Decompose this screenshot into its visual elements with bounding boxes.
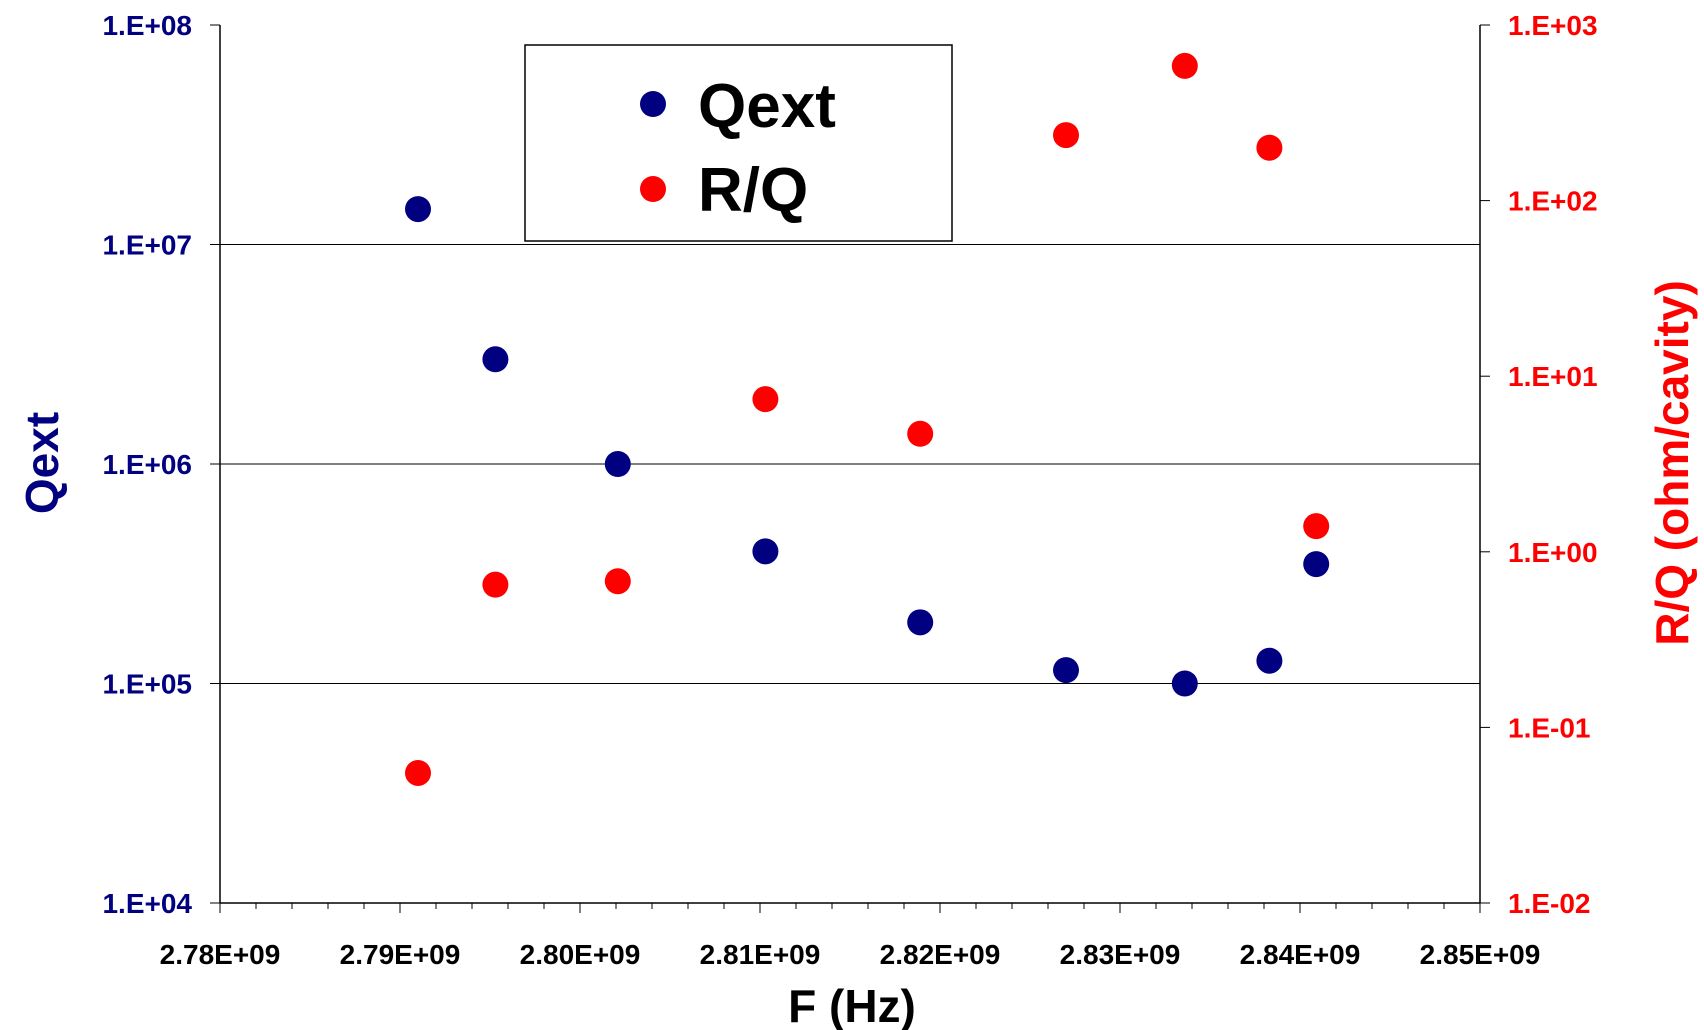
right-y-axis-ticks: 1.E-02 1.E-01 1.E+00 1.E+01 1.E+02 1.E+03 <box>1480 10 1598 919</box>
legend-label-qext: Qext <box>698 72 836 141</box>
x-tick-label: 2.85E+09 <box>1420 939 1541 970</box>
left-y-axis-ticks: 1.E+04 1.E+05 1.E+06 1.E+07 1.E+08 <box>102 10 220 919</box>
rq-point <box>1303 513 1330 540</box>
rq-point <box>1171 52 1198 79</box>
x-tick-label: 2.79E+09 <box>340 939 461 970</box>
qext-point <box>482 346 509 373</box>
legend-box <box>524 44 953 242</box>
qext-point <box>1053 657 1079 684</box>
qext-point <box>1171 670 1198 697</box>
left-y-tick-label: 1.E+04 <box>102 888 192 919</box>
right-y-tick-label: 1.E+01 <box>1508 361 1598 392</box>
rq-point <box>1053 122 1079 149</box>
left-y-tick-label: 1.E+05 <box>102 669 192 700</box>
qext-point <box>405 196 431 223</box>
rq-point <box>752 386 779 413</box>
qext-point <box>907 609 934 636</box>
right-y-tick-label: 1.E+03 <box>1508 10 1598 41</box>
x-tick-label: 2.78E+09 <box>160 939 281 970</box>
right-y-tick-label: 1.E+02 <box>1508 186 1598 217</box>
qext-point <box>604 451 631 477</box>
rq-point <box>604 568 631 595</box>
left-y-tick-label: 1.E+08 <box>102 10 192 41</box>
x-tick-label: 2.81E+09 <box>700 939 821 970</box>
right-y-tick-label: 1.E+00 <box>1508 537 1598 568</box>
legend-marker-qext <box>640 91 666 117</box>
qext-point <box>1303 551 1330 578</box>
x-tick-label: 2.83E+09 <box>1060 939 1181 970</box>
data-points <box>405 52 1330 786</box>
left-y-tick-label: 1.E+06 <box>102 449 192 480</box>
rq-point <box>405 759 431 786</box>
x-tick-label: 2.82E+09 <box>880 939 1001 970</box>
x-axis-title: F (Hz) <box>788 980 916 1030</box>
left-y-axis-title: Qext <box>16 412 68 514</box>
right-y-tick-label: 1.E-01 <box>1508 712 1591 743</box>
legend: Qext R/Q <box>524 44 953 242</box>
qext-point <box>1256 647 1283 674</box>
legend-label-rq: R/Q <box>698 156 808 225</box>
rq-point <box>482 571 509 598</box>
x-axis-ticks: 2.78E+09 2.79E+09 2.80E+09 2.81E+09 2.82E+09… <box>160 903 1541 970</box>
right-y-axis-title: R/Q (ohm/cavity) <box>1646 280 1698 646</box>
rq-point <box>1256 134 1283 161</box>
legend-marker-rq <box>640 176 666 202</box>
qext-point <box>752 538 779 565</box>
gridlines <box>220 244 1480 684</box>
right-y-tick-label: 1.E-02 <box>1508 888 1591 919</box>
x-tick-label: 2.80E+09 <box>520 939 641 970</box>
left-y-tick-label: 1.E+07 <box>102 230 192 261</box>
rq-point <box>907 420 934 447</box>
x-tick-label: 2.84E+09 <box>1240 939 1361 970</box>
